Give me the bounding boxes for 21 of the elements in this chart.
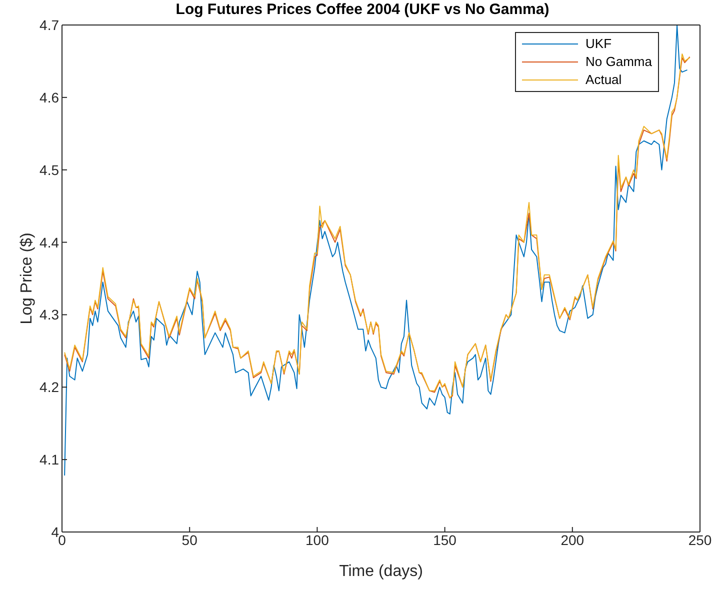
x-tick-label: 50	[182, 532, 198, 548]
chart-title: Log Futures Prices Coffee 2004 (UKF vs No Gamma)	[176, 1, 550, 18]
y-tick-label: 4.4	[40, 234, 60, 250]
y-tick-label: 4.5	[40, 162, 60, 178]
y-tick-label: 4.7	[40, 16, 60, 33]
y-tick-label: 4.3	[40, 306, 60, 323]
x-axis-title: Time (days)	[339, 563, 423, 580]
legend-label: No Gamma	[586, 53, 652, 71]
x-tick-label: 250	[688, 532, 712, 548]
legend-label: Actual	[586, 71, 622, 89]
legend-label: UKF	[586, 35, 612, 53]
x-tick-label: 200	[560, 532, 584, 548]
y-tick-label: 4.1	[40, 452, 60, 468]
y-axis-title: Log Price ($)	[18, 232, 36, 324]
x-tick-label: 150	[433, 532, 457, 548]
x-tick-label: 0	[58, 532, 66, 548]
y-tick-label: 4.6	[40, 89, 60, 106]
y-tick-label: 4.2	[40, 379, 60, 396]
line-series	[64, 25, 688, 476]
y-tick-label: 4	[51, 524, 60, 540]
x-tick-label: 100	[306, 532, 330, 548]
